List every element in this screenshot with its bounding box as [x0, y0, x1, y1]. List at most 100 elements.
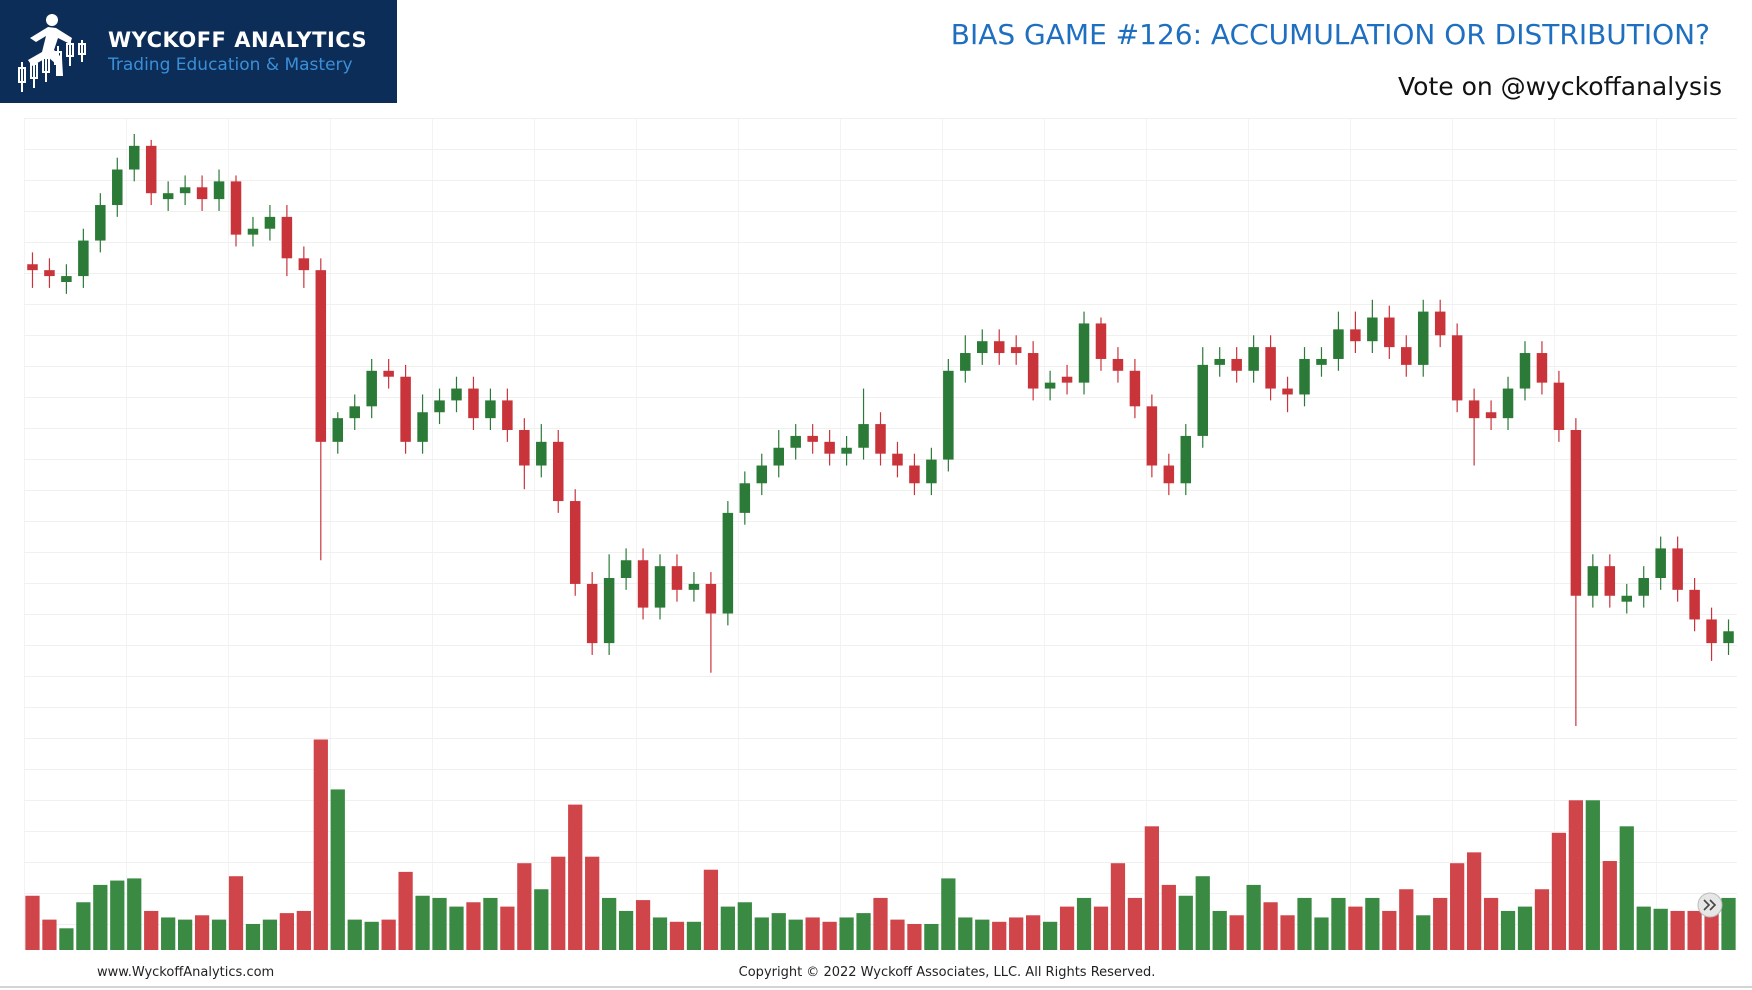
candle-body	[400, 376, 411, 442]
volume-bar	[618, 910, 634, 950]
candle-body	[1434, 311, 1446, 336]
volume-bar	[788, 919, 803, 950]
volume-bar	[1246, 884, 1261, 950]
volume-bar	[975, 919, 990, 950]
candle-body	[315, 270, 327, 442]
volume-bar	[1178, 895, 1193, 950]
volume-bar	[822, 921, 837, 950]
volume-bar	[635, 900, 651, 950]
candle-body	[1367, 317, 1378, 342]
candle-body	[773, 447, 784, 466]
volume-bar	[805, 917, 820, 950]
candle-body	[875, 424, 886, 454]
volume-bar	[1619, 826, 1634, 950]
candle-body	[586, 583, 598, 644]
candle-body	[519, 430, 530, 466]
volume-bar	[1517, 906, 1533, 950]
candle-body	[366, 370, 377, 407]
volume-bar	[1059, 906, 1075, 950]
candle-body	[943, 370, 954, 460]
candle-body	[417, 412, 428, 442]
volume-bar	[1297, 897, 1312, 950]
candle-body	[61, 276, 72, 282]
candle-body	[434, 400, 445, 413]
volume-bar	[941, 878, 956, 950]
volume-bar	[76, 902, 91, 950]
volume-bar	[839, 917, 854, 950]
candle-body	[145, 145, 157, 194]
volume-bar	[907, 923, 922, 950]
candle-body	[603, 578, 615, 644]
candle-body	[620, 560, 632, 578]
candle-body	[196, 187, 208, 200]
volume-bar	[534, 889, 549, 950]
logo: WYCKOFF ANALYTICS Trading Education & Ma…	[0, 0, 397, 103]
volume-bar	[330, 789, 345, 950]
volume-bar	[500, 906, 515, 950]
candle-body	[332, 418, 344, 442]
footer-rule	[0, 986, 1752, 988]
chart-title: BIAS GAME #126: ACCUMULATION OR DISTRIBU…	[950, 18, 1710, 51]
volume-bar	[551, 856, 566, 950]
candle-body	[824, 441, 835, 454]
volume-bar	[42, 919, 57, 950]
volume-bar	[161, 917, 176, 950]
volume-bar	[1161, 884, 1176, 950]
volume-bar	[1229, 915, 1244, 950]
volume-bar	[856, 913, 871, 950]
volume-bar	[178, 919, 193, 950]
candle-body	[892, 453, 903, 466]
volume-bar	[398, 871, 413, 950]
candle-body	[298, 258, 310, 271]
candle-body	[1027, 353, 1039, 389]
volume-bar	[517, 863, 532, 950]
volume-bar	[1263, 902, 1278, 950]
candle-body	[1231, 358, 1242, 371]
candle-body	[485, 400, 496, 419]
volume-bar	[585, 856, 600, 950]
volume-bar	[245, 923, 261, 950]
candle-body	[1638, 578, 1649, 596]
candle-body	[162, 193, 174, 200]
volume-bar	[347, 919, 362, 950]
volume-bar	[1585, 800, 1600, 950]
scroll-button[interactable]	[1697, 892, 1723, 918]
candle-body	[451, 388, 462, 401]
volume-bar	[1093, 906, 1109, 950]
volume-bar	[771, 913, 786, 950]
candle-body	[1604, 566, 1616, 596]
candle-body	[977, 341, 988, 354]
candle-body	[841, 447, 852, 454]
candle-body	[790, 435, 801, 448]
subtitle: Vote on @wyckoffanalysis	[1398, 72, 1722, 101]
candle-body	[383, 370, 394, 377]
volume-bar	[1212, 910, 1227, 950]
candle-body	[468, 388, 479, 419]
volume-bar	[873, 897, 888, 950]
volume-bar	[228, 876, 244, 950]
candle-body	[1417, 311, 1429, 365]
volume-bar	[144, 910, 159, 950]
candle-body	[1401, 347, 1412, 365]
volume-bar	[466, 902, 481, 950]
candle-body	[654, 566, 666, 608]
volume-bar	[686, 921, 702, 950]
volume-bar	[25, 895, 40, 950]
candle-body	[1519, 353, 1531, 389]
candle-body	[807, 435, 818, 442]
logo-icon	[18, 14, 86, 92]
volume-bar	[194, 915, 210, 950]
candle-body	[926, 459, 937, 484]
volume-bar	[1670, 910, 1685, 950]
candle-body	[1129, 370, 1141, 407]
volume-bar	[432, 897, 447, 950]
candle-body	[1044, 382, 1056, 389]
volume-bar	[381, 919, 396, 950]
volume-bar	[1687, 910, 1702, 950]
candle-body	[1095, 323, 1107, 359]
candle-body	[502, 400, 513, 430]
candle-body	[739, 483, 751, 513]
volume-bar	[127, 878, 142, 950]
candle-body	[756, 465, 768, 484]
